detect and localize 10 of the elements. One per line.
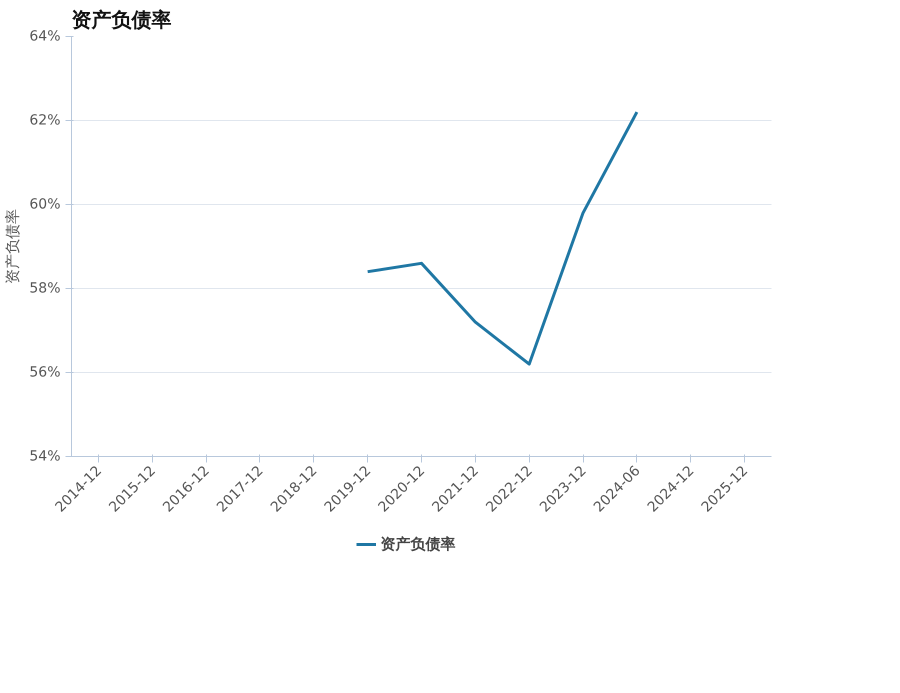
line-series: [366, 110, 638, 366]
y-axis-title: 资产负债率: [3, 209, 22, 284]
y-tick-label: 54%: [29, 448, 61, 464]
chart-title: 资产负债率: [72, 8, 172, 32]
y-tick-label: 58%: [29, 280, 61, 296]
y-tick-label: 62%: [29, 112, 61, 128]
y-tick-label: 56%: [29, 364, 61, 380]
y-tick-label: 60%: [29, 196, 61, 212]
legend-label: 资产负债率: [380, 534, 456, 554]
y-tick-label: 64%: [29, 28, 61, 44]
